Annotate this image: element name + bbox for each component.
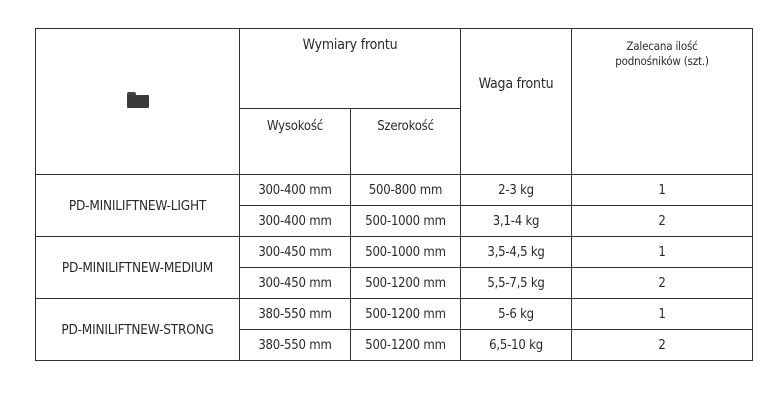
cell-count: 1	[571, 174, 754, 206]
cell-height: 300-450 mm	[239, 236, 351, 268]
cell-width: 500-800 mm	[349, 174, 462, 206]
model-name: PD-MINILIFTNEW-LIGHT	[35, 174, 240, 237]
header-count: Zalecana ilość podnośników (szt.)	[571, 28, 754, 175]
cell-height: 380-550 mm	[239, 298, 351, 330]
header-dimensions: Wymiary frontu	[238, 28, 462, 109]
table-row: 380-550 mm 500-1200 mm 6,5-10 kg 2	[36, 329, 754, 361]
cell-width: 500-1200 mm	[349, 329, 462, 361]
cell-height: 380-550 mm	[239, 329, 351, 361]
cell-count: 2	[571, 329, 754, 361]
cell-weight: 5-6 kg	[460, 298, 573, 330]
header-height: Wysokość	[239, 108, 351, 175]
cell-width: 500-1200 mm	[349, 267, 462, 299]
cell-width: 500-1000 mm	[349, 236, 462, 268]
header-weight: Waga frontu	[460, 28, 573, 175]
cell-height: 300-450 mm	[239, 267, 351, 299]
cell-weight: 2-3 kg	[460, 174, 573, 206]
cell-weight: 3,5-4,5 kg	[460, 236, 573, 268]
cell-width: 500-1200 mm	[349, 298, 462, 330]
cell-width: 500-1000 mm	[349, 205, 462, 237]
specs-table: Wymiary frontu Waga frontu Zalecana iloś…	[35, 28, 754, 361]
table-row: PD-MINILIFTNEW-MEDIUM 300-450 mm 500-1000 …	[35, 236, 754, 299]
table-row: 300-450 mm 500-1200 mm 5,5-7,5 kg 2	[36, 267, 754, 299]
icon-cell	[35, 28, 240, 175]
cell-count: 2	[571, 267, 754, 299]
table-row: PD-MINILIFTNEW-LIGHT 300-400 mm 500-800 mm…	[35, 174, 754, 237]
cell-height: 300-400 mm	[239, 205, 351, 237]
cell-weight: 3,1-4 kg	[460, 205, 573, 237]
model-name: PD-MINILIFTNEW-STRONG	[35, 298, 240, 361]
model-name: PD-MINILIFTNEW-MEDIUM	[35, 236, 240, 299]
cell-count: 2	[571, 205, 754, 237]
table-row: 300-400 mm 500-1000 mm 3,1-4 kg 2	[36, 205, 754, 237]
cell-weight: 6,5-10 kg	[460, 329, 573, 361]
cell-height: 300-400 mm	[239, 174, 351, 206]
cell-count: 1	[571, 298, 754, 330]
cell-weight: 5,5-7,5 kg	[460, 267, 573, 299]
cell-count: 1	[571, 236, 754, 268]
table-row: PD-MINILIFTNEW-STRONG 380-550 mm 500-1200 …	[35, 298, 754, 361]
folder-icon	[126, 91, 149, 108]
header-width: Szerokość	[349, 108, 462, 175]
